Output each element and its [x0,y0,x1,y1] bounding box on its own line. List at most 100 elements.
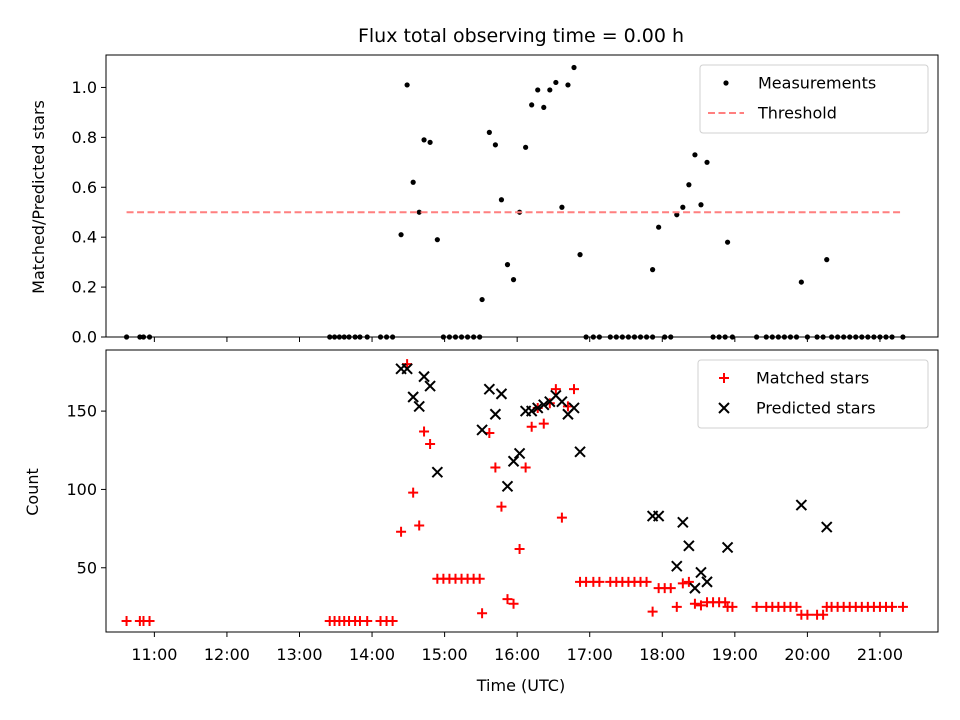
measurement-point [781,334,788,340]
measurement-point [793,334,800,340]
measurement-point [656,224,662,230]
x-tick-label: 16:00 [494,645,540,664]
bottom-panel: 50 100 150 11:00 12:00 13:00 14:00 15:00 16:00 17… [66,349,939,664]
top-panel: 0.0 0.2 0.4 0.6 0.8 1.0 Measurements Threshold [72,54,939,347]
predicted-star-point [689,582,701,594]
matched-star-point [802,609,813,620]
measurement-point [674,212,680,218]
series-predicted-stars [395,363,833,594]
legend-label: Predicted stars [756,399,876,418]
y-tick-label: 50 [77,558,97,577]
legend-label: Matched stars [756,369,869,388]
measurement-point [529,102,535,108]
measurement-point [377,334,384,340]
matched-star-point [396,526,407,537]
measurement-point [724,239,731,245]
measurement-point [434,237,440,243]
predicted-star-point [683,540,695,552]
x-tick-label: 13:00 [276,645,322,664]
predicted-star-point [568,402,580,414]
matched-star-point [665,583,676,594]
measurement-point [704,159,710,165]
series-measurements [123,64,906,340]
matched-star-point [387,616,398,627]
measurement-point [692,152,698,158]
measurement-point [754,334,760,340]
matched-star-point [538,418,549,429]
x-tick-label: 14:00 [349,645,395,664]
matched-star-point [425,439,436,449]
measurement-point [327,334,333,340]
measurement-point [877,334,883,340]
measurement-point [871,334,877,340]
measurement-point [452,334,459,340]
measurement-point [631,334,638,340]
matched-star-point [508,598,519,609]
measurement-point [900,334,906,340]
matched-star-point [569,384,579,395]
measurement-point [804,334,810,340]
measurement-point [464,334,471,340]
matched-star-point [502,594,513,605]
matched-star-point [594,576,605,587]
legend-box [699,64,929,134]
measurement-point [331,334,338,340]
measurement-point [565,82,571,88]
measurement-point [716,334,722,340]
predicted-star-point [821,521,833,533]
matched-star-point [818,609,829,620]
legend-label: Threshold [757,104,837,123]
matched-star-point [647,606,658,617]
y-tick-label: 0.6 [72,178,97,197]
measurement-point [680,204,686,210]
measurement-point [607,334,613,340]
matched-star-point [727,601,738,612]
matched-star-point [671,601,682,612]
measurement-point [471,334,477,340]
measurement-point [421,137,427,143]
legend: Matched stars Predicted stars [697,359,929,429]
measurement-point [596,334,602,340]
y-tick-label: 0.2 [72,278,97,297]
matched-star-point [689,598,700,609]
measurement-point [698,202,704,208]
measurement-point [477,334,483,340]
x-tick-label: 17:00 [567,645,613,664]
legend-box [697,359,929,429]
measurement-point [137,334,143,340]
measurement-point [583,334,589,340]
matched-star-point [408,487,419,498]
measurement-point [498,197,505,203]
measurement-point [865,334,871,340]
series-matched-stars [121,359,908,627]
measurement-point [346,334,352,340]
predicted-star-point [538,399,550,411]
x-tick-label: 12:00 [204,645,250,664]
matched-star-point [414,520,425,531]
legend-label: Measurements [758,74,876,93]
measurement-point [140,334,147,340]
measurement-point [889,334,895,340]
matched-star-point [490,462,501,473]
measurement-point [390,334,396,340]
predicted-star-point [532,402,544,414]
x-tick-label: 18:00 [639,645,685,664]
x-tick-label: 20:00 [784,645,830,664]
predicted-star-point [401,363,413,375]
measurement-point [613,334,619,340]
predicted-star-point [495,388,508,400]
measurement-point [883,334,889,340]
matched-star-point [683,576,694,587]
y-tick-label: 1.0 [72,78,97,97]
chart-title: Flux total observing time = 0.00 h [358,25,684,47]
measurement-point [341,334,347,340]
measurement-point [763,334,769,340]
measurement-point [769,334,775,340]
measurement-point [668,334,674,340]
top-y-axis-label: Matched/Predicted stars [29,100,48,294]
measurement-point [859,334,865,340]
matched-star-point [520,462,531,473]
measurement-point [416,209,422,215]
matched-star-point [362,616,373,627]
